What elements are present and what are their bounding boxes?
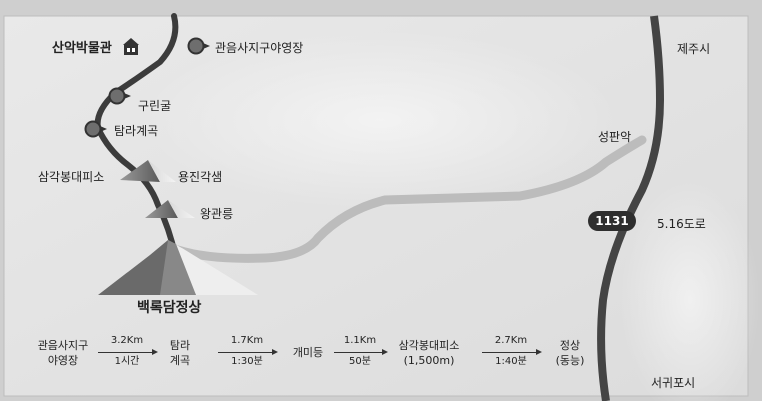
- route-stop-name: (동능): [555, 354, 585, 367]
- route-segment: 1.1Km 50분: [334, 335, 386, 367]
- route-stop: 정상 (동능): [548, 338, 592, 368]
- route-stop-name: 정상: [559, 339, 581, 352]
- route-stop-name: (1,500m): [403, 354, 455, 367]
- peak-label: 백록담정상: [137, 300, 202, 316]
- route-stop-name: 야영장: [47, 354, 79, 367]
- terrain-shade: [140, 30, 620, 210]
- route-stop-name: 관음사지구: [37, 339, 89, 352]
- route-segment: 2.7Km 1:40분: [482, 335, 540, 367]
- segment-distance: 2.7Km: [494, 335, 528, 346]
- seogwipo-label: 서귀포시: [651, 376, 696, 390]
- pin-marker-icon: [108, 87, 131, 105]
- route-segment: 1.7Km 1:30분: [218, 335, 276, 367]
- route-arrow: [334, 349, 388, 355]
- pin-marker-icon: [187, 37, 210, 55]
- route-stop-name: 계곡: [169, 354, 191, 367]
- route-stop-name: 탐라: [169, 339, 191, 352]
- route-arrow: [482, 349, 542, 355]
- road-to-seongpanak: [173, 135, 647, 263]
- route-arrow: [218, 349, 278, 355]
- route-stop: 개미등: [286, 345, 330, 360]
- route-stop: 관음사지구 야영장: [28, 338, 98, 368]
- road-number-badge: 1131: [588, 211, 636, 231]
- peak-mountain-icon: [98, 240, 258, 295]
- pin-marker-icon: [84, 120, 107, 138]
- segment-time: 1:40분: [495, 356, 527, 367]
- wanggwan-label: 왕관릉: [200, 207, 234, 221]
- seongpanak-label: 성판악: [598, 130, 632, 144]
- campground-label: 관음사지구야영장: [215, 41, 304, 55]
- route-stop: 삼각봉대피소 (1,500m): [394, 338, 464, 368]
- jeju-label: 제주시: [677, 42, 711, 56]
- route-stop-name: 삼각봉대피소: [398, 339, 460, 352]
- house-icon: [123, 38, 139, 55]
- mountain-icon: [145, 200, 195, 218]
- route-stop-name: 개미등: [292, 346, 324, 359]
- road-516: [597, 15, 665, 401]
- terrain-shade: [620, 180, 760, 401]
- segment-time: 50분: [349, 356, 371, 367]
- segment-distance: 1.1Km: [343, 335, 377, 346]
- tamna-label: 탐라계곡: [114, 124, 159, 138]
- yongjin-label: 용진각샘: [178, 170, 223, 184]
- route-arrow: [98, 349, 158, 355]
- segment-time: 1시간: [114, 356, 140, 367]
- route-stop: 탐라 계곡: [162, 338, 198, 368]
- segment-distance: 3.2Km: [110, 335, 144, 346]
- samgak-label: 삼각봉대피소: [38, 170, 105, 184]
- gurin-label: 구린굴: [138, 99, 172, 113]
- segment-distance: 1.7Km: [230, 335, 264, 346]
- road-name-label: 5.16도로: [657, 217, 706, 231]
- segment-time: 1:30분: [231, 356, 263, 367]
- museum-label: 산악박물관: [52, 41, 112, 56]
- route-segment: 3.2Km 1시간: [98, 335, 156, 367]
- mountain-icon: [120, 160, 176, 182]
